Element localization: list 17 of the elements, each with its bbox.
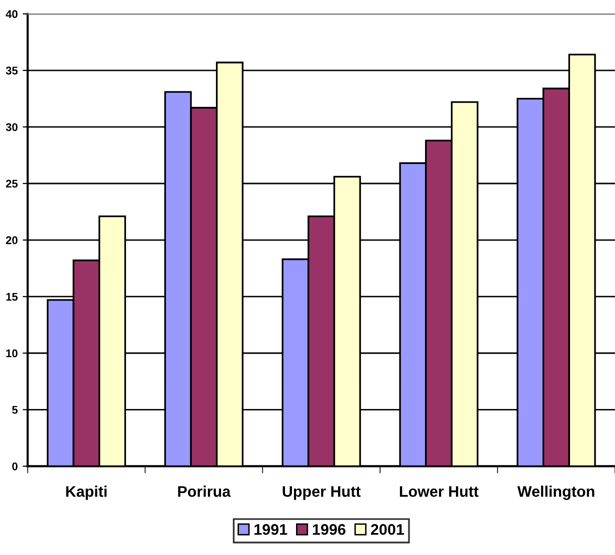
y-tick-label: 10 — [6, 349, 18, 358]
x-tick-label: Porirua — [178, 486, 231, 497]
legend-label: 1991 — [254, 524, 288, 535]
legend-label: 2001 — [370, 524, 404, 535]
y-tick-label: 20 — [6, 236, 18, 244]
y-tick-label: 15 — [6, 292, 18, 301]
legend-label: 1996 — [312, 524, 346, 535]
x-tick-label: Wellington — [517, 486, 594, 500]
y-tick-label: 35 — [6, 66, 18, 75]
x-tick-label: Upper Hutt — [282, 486, 361, 500]
y-tick-label: 30 — [6, 123, 18, 132]
y-tick-label: 40 — [6, 10, 18, 18]
x-tick-label: Kapiti — [66, 486, 107, 500]
y-tick-label: 25 — [6, 180, 18, 188]
y-tick-label: 5 — [12, 406, 18, 414]
y-tick-label: 0 — [12, 462, 18, 470]
x-tick-label: Lower Hutt — [400, 486, 479, 497]
